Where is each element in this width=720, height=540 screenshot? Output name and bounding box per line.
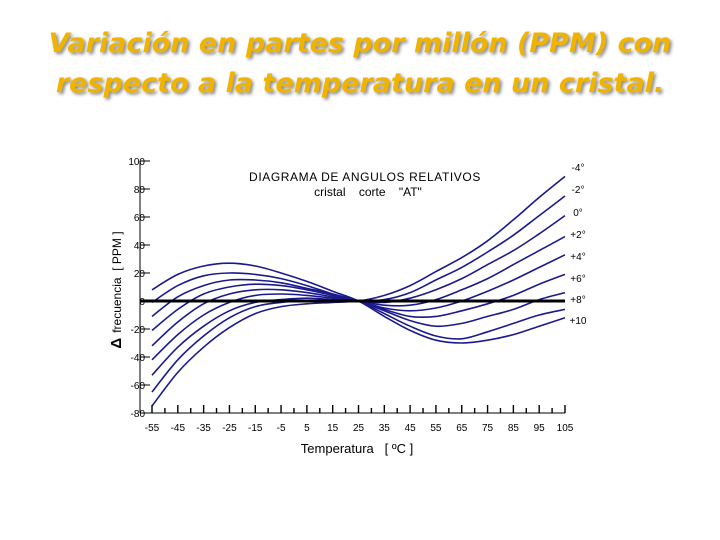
chart-title: DIAGRAMA DE ANGULOS RELATIVOS — [249, 170, 481, 184]
x-tick-label: -25 — [222, 423, 237, 434]
x-tick-label: -5 — [277, 423, 286, 434]
curve-angle-label: +4° — [570, 252, 585, 263]
curve-labels-group: -4° -2° 0° +2° +4° +6° +8° +10 — [570, 163, 587, 327]
x-tick-label: 55 — [430, 423, 442, 434]
curve-angle-label: +10 — [570, 316, 587, 327]
y-tick-label: 100 — [128, 157, 145, 168]
x-tick-label: 25 — [353, 423, 365, 434]
y-tick-label: -80 — [131, 409, 146, 420]
y-ticks-group: 100 80 60 40 20 0 -20 -40 -60 -80 — [128, 157, 150, 420]
curve-angle-label: +6° — [570, 274, 585, 285]
x-tick-label: -15 — [248, 423, 263, 434]
x-ticks-group: -55 -45 -35 -25 -15 -5 5 15 25 35 45 55 65 75 85 95 105 — [145, 405, 574, 434]
x-tick-label: 5 — [304, 423, 310, 434]
y-tick-label: 0 — [139, 297, 145, 308]
y-tick-label: -20 — [131, 325, 146, 336]
y-tick-label: -40 — [131, 353, 146, 364]
y-axis-label-group: Δfrecuencia [ PPM ] — [108, 231, 125, 348]
x-tick-label: 75 — [482, 423, 494, 434]
slide-title: Variación en partes por millón (PPM) con… — [0, 24, 720, 104]
slide-title-line-2: respecto a la temperatura en un cristal. — [55, 68, 665, 99]
x-tick-label: 65 — [456, 423, 468, 434]
curve-angle-label: -2° — [572, 185, 585, 196]
y-tick-label: 60 — [134, 213, 146, 224]
y-axis-label-text: frecuencia [ PPM ] — [110, 231, 124, 332]
curve-angle-label: +2° — [570, 230, 585, 241]
x-tick-label: 45 — [405, 423, 417, 434]
x-tick-label: 95 — [534, 423, 546, 434]
x-tick-label: -45 — [171, 423, 186, 434]
y-axis-label: Δfrecuencia [ PPM ] — [108, 231, 125, 348]
delta-symbol: Δ — [108, 338, 125, 349]
curve-angle-label: +8° — [570, 295, 585, 306]
chart-subtitle: cristal corte "AT" — [314, 185, 422, 199]
y-tick-label: 20 — [134, 269, 146, 280]
curve-series — [151, 262, 566, 344]
y-tick-label: 40 — [134, 241, 146, 252]
x-tick-label: 105 — [557, 423, 574, 434]
curve-angle-label: -4° — [572, 163, 585, 174]
curve-series — [151, 195, 566, 393]
curve-series — [151, 214, 566, 376]
x-tick-label: -55 — [145, 423, 160, 434]
y-tick-label: 80 — [134, 185, 146, 196]
x-tick-label: 15 — [327, 423, 339, 434]
y-tick-label: -60 — [131, 381, 146, 392]
x-axis-label: Temperatura [ ºC ] — [301, 441, 413, 456]
x-tick-label: 35 — [379, 423, 391, 434]
slide-title-line-1: Variación en partes por millón (PPM) con — [48, 28, 672, 59]
x-tick-label: -35 — [196, 423, 211, 434]
curves-group — [151, 175, 566, 407]
curve-angle-label: 0° — [573, 208, 583, 219]
x-tick-label: 85 — [508, 423, 520, 434]
